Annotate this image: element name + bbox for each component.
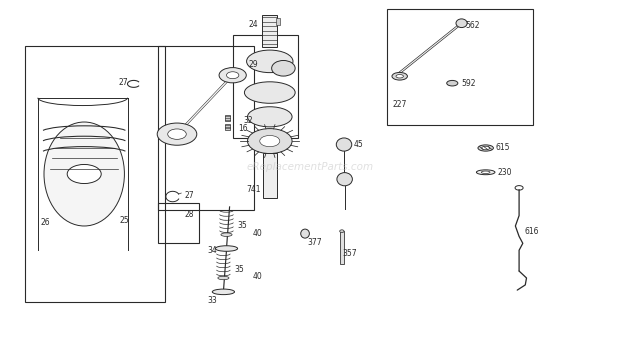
- Ellipse shape: [301, 229, 309, 238]
- Text: 615: 615: [496, 143, 510, 152]
- Bar: [276, 18, 280, 25]
- Text: 40: 40: [252, 272, 262, 281]
- Ellipse shape: [212, 289, 234, 295]
- Text: 26: 26: [40, 218, 50, 227]
- Bar: [262, 15, 277, 47]
- Ellipse shape: [392, 72, 407, 80]
- Circle shape: [157, 123, 197, 145]
- Ellipse shape: [482, 146, 490, 150]
- Text: 616: 616: [525, 227, 539, 236]
- Text: 45: 45: [353, 140, 363, 149]
- Text: 227: 227: [392, 100, 407, 109]
- Text: 357: 357: [343, 249, 358, 258]
- Circle shape: [260, 135, 280, 147]
- Ellipse shape: [244, 82, 295, 103]
- Text: 35: 35: [237, 221, 247, 230]
- Text: 16: 16: [238, 125, 248, 133]
- Text: eReplacementParts.com: eReplacementParts.com: [246, 162, 374, 172]
- Text: 377: 377: [308, 238, 322, 247]
- Ellipse shape: [336, 138, 352, 151]
- Text: 230: 230: [498, 168, 512, 177]
- Ellipse shape: [396, 74, 404, 78]
- Ellipse shape: [447, 80, 458, 86]
- Circle shape: [168, 129, 186, 139]
- Text: 562: 562: [466, 21, 480, 30]
- Bar: [159, 46, 254, 211]
- Ellipse shape: [44, 122, 125, 226]
- Text: 33: 33: [207, 296, 217, 305]
- Text: 27: 27: [185, 191, 194, 200]
- Ellipse shape: [215, 246, 237, 251]
- Ellipse shape: [456, 19, 467, 27]
- Text: 27: 27: [118, 78, 128, 87]
- Text: 28: 28: [185, 211, 194, 219]
- Ellipse shape: [481, 171, 490, 174]
- Ellipse shape: [67, 165, 101, 183]
- Text: 592: 592: [462, 79, 476, 88]
- Text: 741: 741: [246, 185, 260, 194]
- Text: 24: 24: [248, 20, 258, 29]
- Ellipse shape: [478, 145, 494, 151]
- Bar: [224, 115, 229, 121]
- Ellipse shape: [247, 50, 293, 73]
- Text: 29: 29: [248, 60, 258, 69]
- Bar: [224, 124, 229, 130]
- Text: 35: 35: [234, 265, 244, 274]
- Ellipse shape: [272, 61, 295, 76]
- Ellipse shape: [337, 173, 352, 186]
- Text: 32: 32: [243, 116, 253, 125]
- Ellipse shape: [247, 107, 292, 127]
- Bar: [232, 35, 298, 137]
- Bar: [159, 204, 198, 243]
- Bar: [388, 9, 533, 126]
- Bar: [25, 46, 165, 302]
- Ellipse shape: [221, 233, 232, 236]
- Bar: [263, 153, 277, 198]
- Ellipse shape: [476, 170, 495, 175]
- Circle shape: [226, 72, 239, 79]
- Ellipse shape: [218, 276, 229, 280]
- Circle shape: [247, 129, 292, 153]
- Text: 34: 34: [207, 246, 217, 255]
- Circle shape: [219, 68, 246, 83]
- Ellipse shape: [340, 230, 344, 232]
- Bar: [340, 231, 344, 264]
- Text: 25: 25: [120, 216, 129, 225]
- Text: 40: 40: [252, 229, 262, 238]
